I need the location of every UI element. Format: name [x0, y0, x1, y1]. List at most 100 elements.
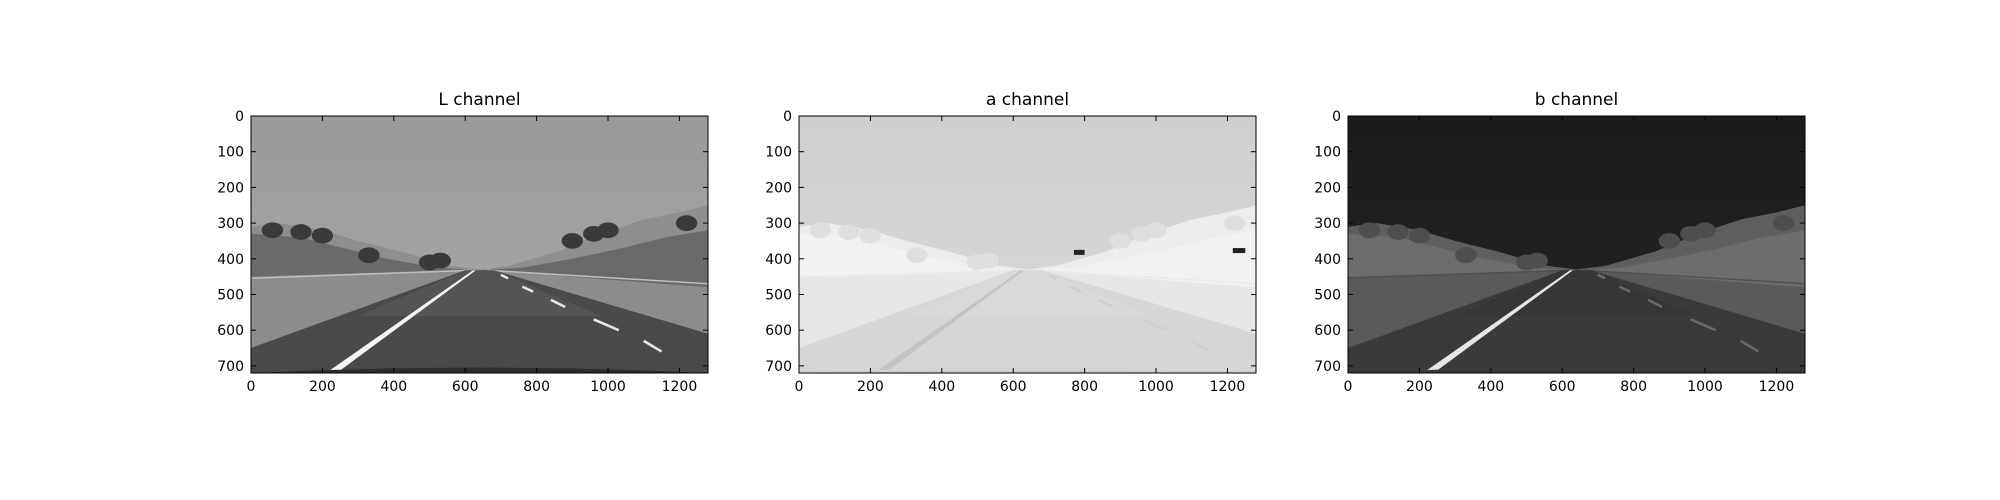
y-tick-label: 400: [217, 252, 244, 268]
image-tree: [1387, 224, 1409, 240]
y-tick-label: 300: [1314, 216, 1341, 232]
y-tick-label: 100: [217, 145, 244, 161]
y-tick-label: 0: [783, 109, 792, 125]
image-rail: [1583, 269, 1805, 285]
x-tick-label: 1000: [590, 379, 626, 395]
image-lane-line: [874, 270, 1024, 373]
image-road-far: [358, 270, 601, 316]
axes-frame: [250, 115, 709, 374]
image-car: [1232, 248, 1246, 254]
image-area: [1348, 116, 1805, 373]
image-tree: [1455, 247, 1477, 264]
x-tick-label: 800: [1620, 379, 1647, 395]
x-tick-label: 800: [1071, 379, 1098, 395]
x-tick-label: 200: [309, 379, 336, 395]
y-tick-label: 500: [217, 287, 244, 303]
image-tree: [675, 215, 698, 231]
panel-title: L channel: [438, 90, 521, 110]
image-car: [1073, 249, 1085, 255]
image-tree: [838, 224, 860, 240]
y-tick-label: 100: [765, 145, 792, 161]
image-tree: [597, 222, 619, 239]
image-area: [799, 116, 1256, 373]
image-rail: [251, 269, 473, 280]
y-tick-label: 0: [235, 109, 244, 125]
x-tick-label: 0: [247, 379, 256, 395]
x-tick-label: 1000: [1138, 379, 1174, 395]
image-lane-dash: [521, 285, 534, 293]
image-tree: [859, 227, 882, 244]
x-tick-label: 800: [523, 379, 550, 395]
image-lane-dash: [1069, 285, 1082, 293]
x-tick-label: 1200: [1759, 379, 1795, 395]
x-tick-label: 0: [795, 379, 804, 395]
image-lane-dash: [1690, 318, 1717, 332]
x-tick-label: 1000: [1687, 379, 1723, 395]
image-rail: [486, 269, 708, 285]
image-lane-line: [1423, 270, 1573, 373]
panel-title: a channel: [985, 90, 1070, 110]
y-tick-label: 600: [217, 323, 244, 339]
image-tree: [1223, 215, 1246, 231]
image-lane-dash: [1048, 273, 1057, 280]
image-hood: [1348, 367, 1805, 373]
y-tick-label: 200: [765, 180, 792, 196]
y-tick-label: 700: [1314, 359, 1341, 375]
image-hood: [251, 367, 708, 373]
image-area: [251, 116, 708, 373]
image-lane-dash: [643, 339, 663, 353]
image-tree: [1145, 222, 1167, 239]
y-tick-label: 200: [217, 180, 244, 196]
y-tick-label: 400: [1314, 252, 1341, 268]
image-tree: [1772, 215, 1795, 231]
image-tree: [977, 252, 999, 269]
y-tick-label: 100: [1314, 145, 1341, 161]
y-tick-label: 600: [1314, 323, 1341, 339]
image-lane-dash: [593, 318, 620, 332]
y-tick-label: 300: [217, 216, 244, 232]
image-tree: [311, 227, 334, 244]
panel-title: b channel: [1534, 90, 1619, 110]
image-tree: [358, 247, 380, 264]
x-tick-label: 0: [1344, 379, 1353, 395]
x-tick-label: 1200: [662, 379, 698, 395]
image-lane-dash: [1597, 273, 1606, 280]
image-tree: [809, 222, 832, 239]
x-tick-label: 400: [928, 379, 955, 395]
image-tree: [261, 222, 284, 239]
y-tick-label: 0: [1332, 109, 1341, 125]
image-rail: [1034, 269, 1256, 285]
image-road-far: [906, 270, 1149, 316]
image-lane-dash: [1740, 339, 1760, 353]
image-lane-dash: [1098, 298, 1114, 309]
image-rail: [1348, 269, 1570, 280]
image-hood: [799, 367, 1256, 373]
x-tick-label: 400: [1477, 379, 1504, 395]
image-lane-dash: [500, 273, 509, 280]
image-lane-dash: [1647, 298, 1663, 309]
y-tick-label: 600: [765, 323, 792, 339]
image-tree: [1526, 252, 1548, 269]
x-tick-label: 200: [1406, 379, 1433, 395]
image-lane-dash: [550, 298, 566, 309]
y-tick-label: 500: [1314, 287, 1341, 303]
axes-frame: [798, 115, 1257, 374]
x-tick-label: 1200: [1210, 379, 1246, 395]
image-tree: [1109, 233, 1132, 249]
x-tick-label: 400: [380, 379, 407, 395]
axes-frame: [1347, 115, 1806, 374]
y-tick-label: 200: [1314, 180, 1341, 196]
y-tick-label: 700: [217, 359, 244, 375]
image-tree: [1408, 227, 1431, 244]
y-tick-label: 700: [765, 359, 792, 375]
y-tick-label: 300: [765, 216, 792, 232]
y-tick-label: 500: [765, 287, 792, 303]
image-tree: [561, 233, 584, 249]
x-tick-label: 600: [1000, 379, 1027, 395]
image-lane-line: [326, 270, 476, 373]
image-tree: [429, 252, 451, 269]
image-tree: [906, 247, 928, 264]
image-tree: [290, 224, 312, 240]
